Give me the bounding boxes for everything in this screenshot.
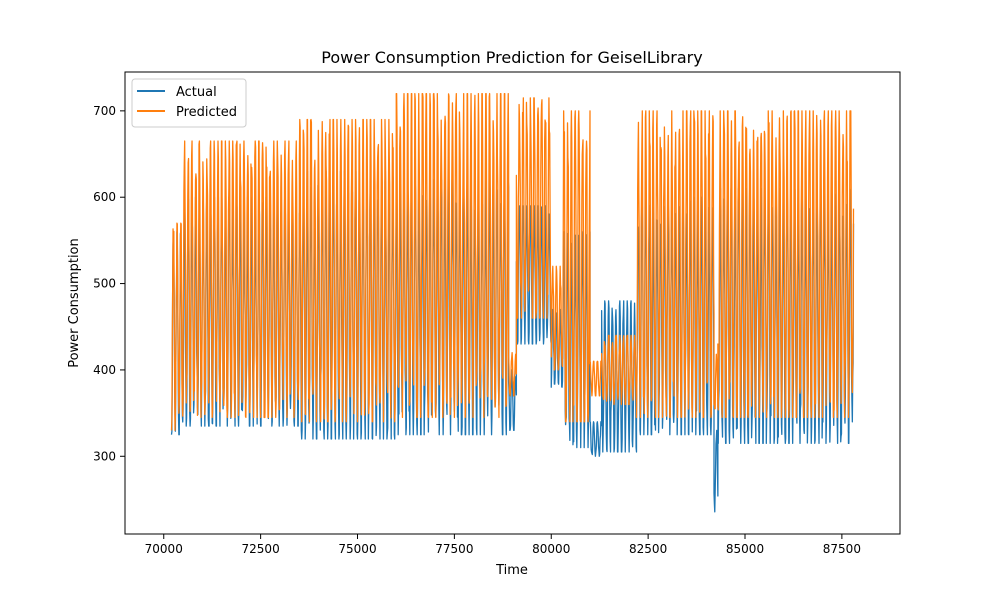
plot-border: [124, 71, 901, 535]
x-tick-label: 70000: [145, 542, 183, 556]
x-tick-label: 82500: [629, 542, 667, 556]
series-line-predicted: [170, 92, 855, 432]
x-tick-label: 85000: [726, 542, 764, 556]
y-tick-label: 700: [93, 104, 116, 118]
y-tick-label: 500: [93, 277, 116, 291]
y-tick-label: 400: [93, 363, 116, 377]
y-axis-title: Power Consumption: [67, 238, 82, 368]
x-tick-label: 75000: [338, 542, 376, 556]
y-axis: 300 400 500 600 700: [93, 104, 125, 463]
x-tick-label: 87500: [823, 542, 861, 556]
legend: Actual Predicted: [131, 78, 247, 128]
legend-label-predicted: Predicted: [176, 105, 237, 120]
x-axis-title: Time: [495, 563, 528, 578]
plot-area: [124, 71, 901, 535]
legend-label-actual: Actual: [176, 85, 217, 100]
chart-title: Power Consumption Prediction for GeiselL…: [321, 48, 702, 67]
series-layer: [170, 92, 855, 513]
y-tick-label: 300: [93, 449, 116, 463]
x-tick-label: 77500: [435, 542, 473, 556]
x-tick-label: 72500: [242, 542, 280, 556]
x-tick-label: 80000: [532, 542, 570, 556]
y-tick-label: 600: [93, 190, 116, 204]
x-axis: 70000 72500 75000 77500 80000 82500 85000 87500: [145, 534, 861, 556]
